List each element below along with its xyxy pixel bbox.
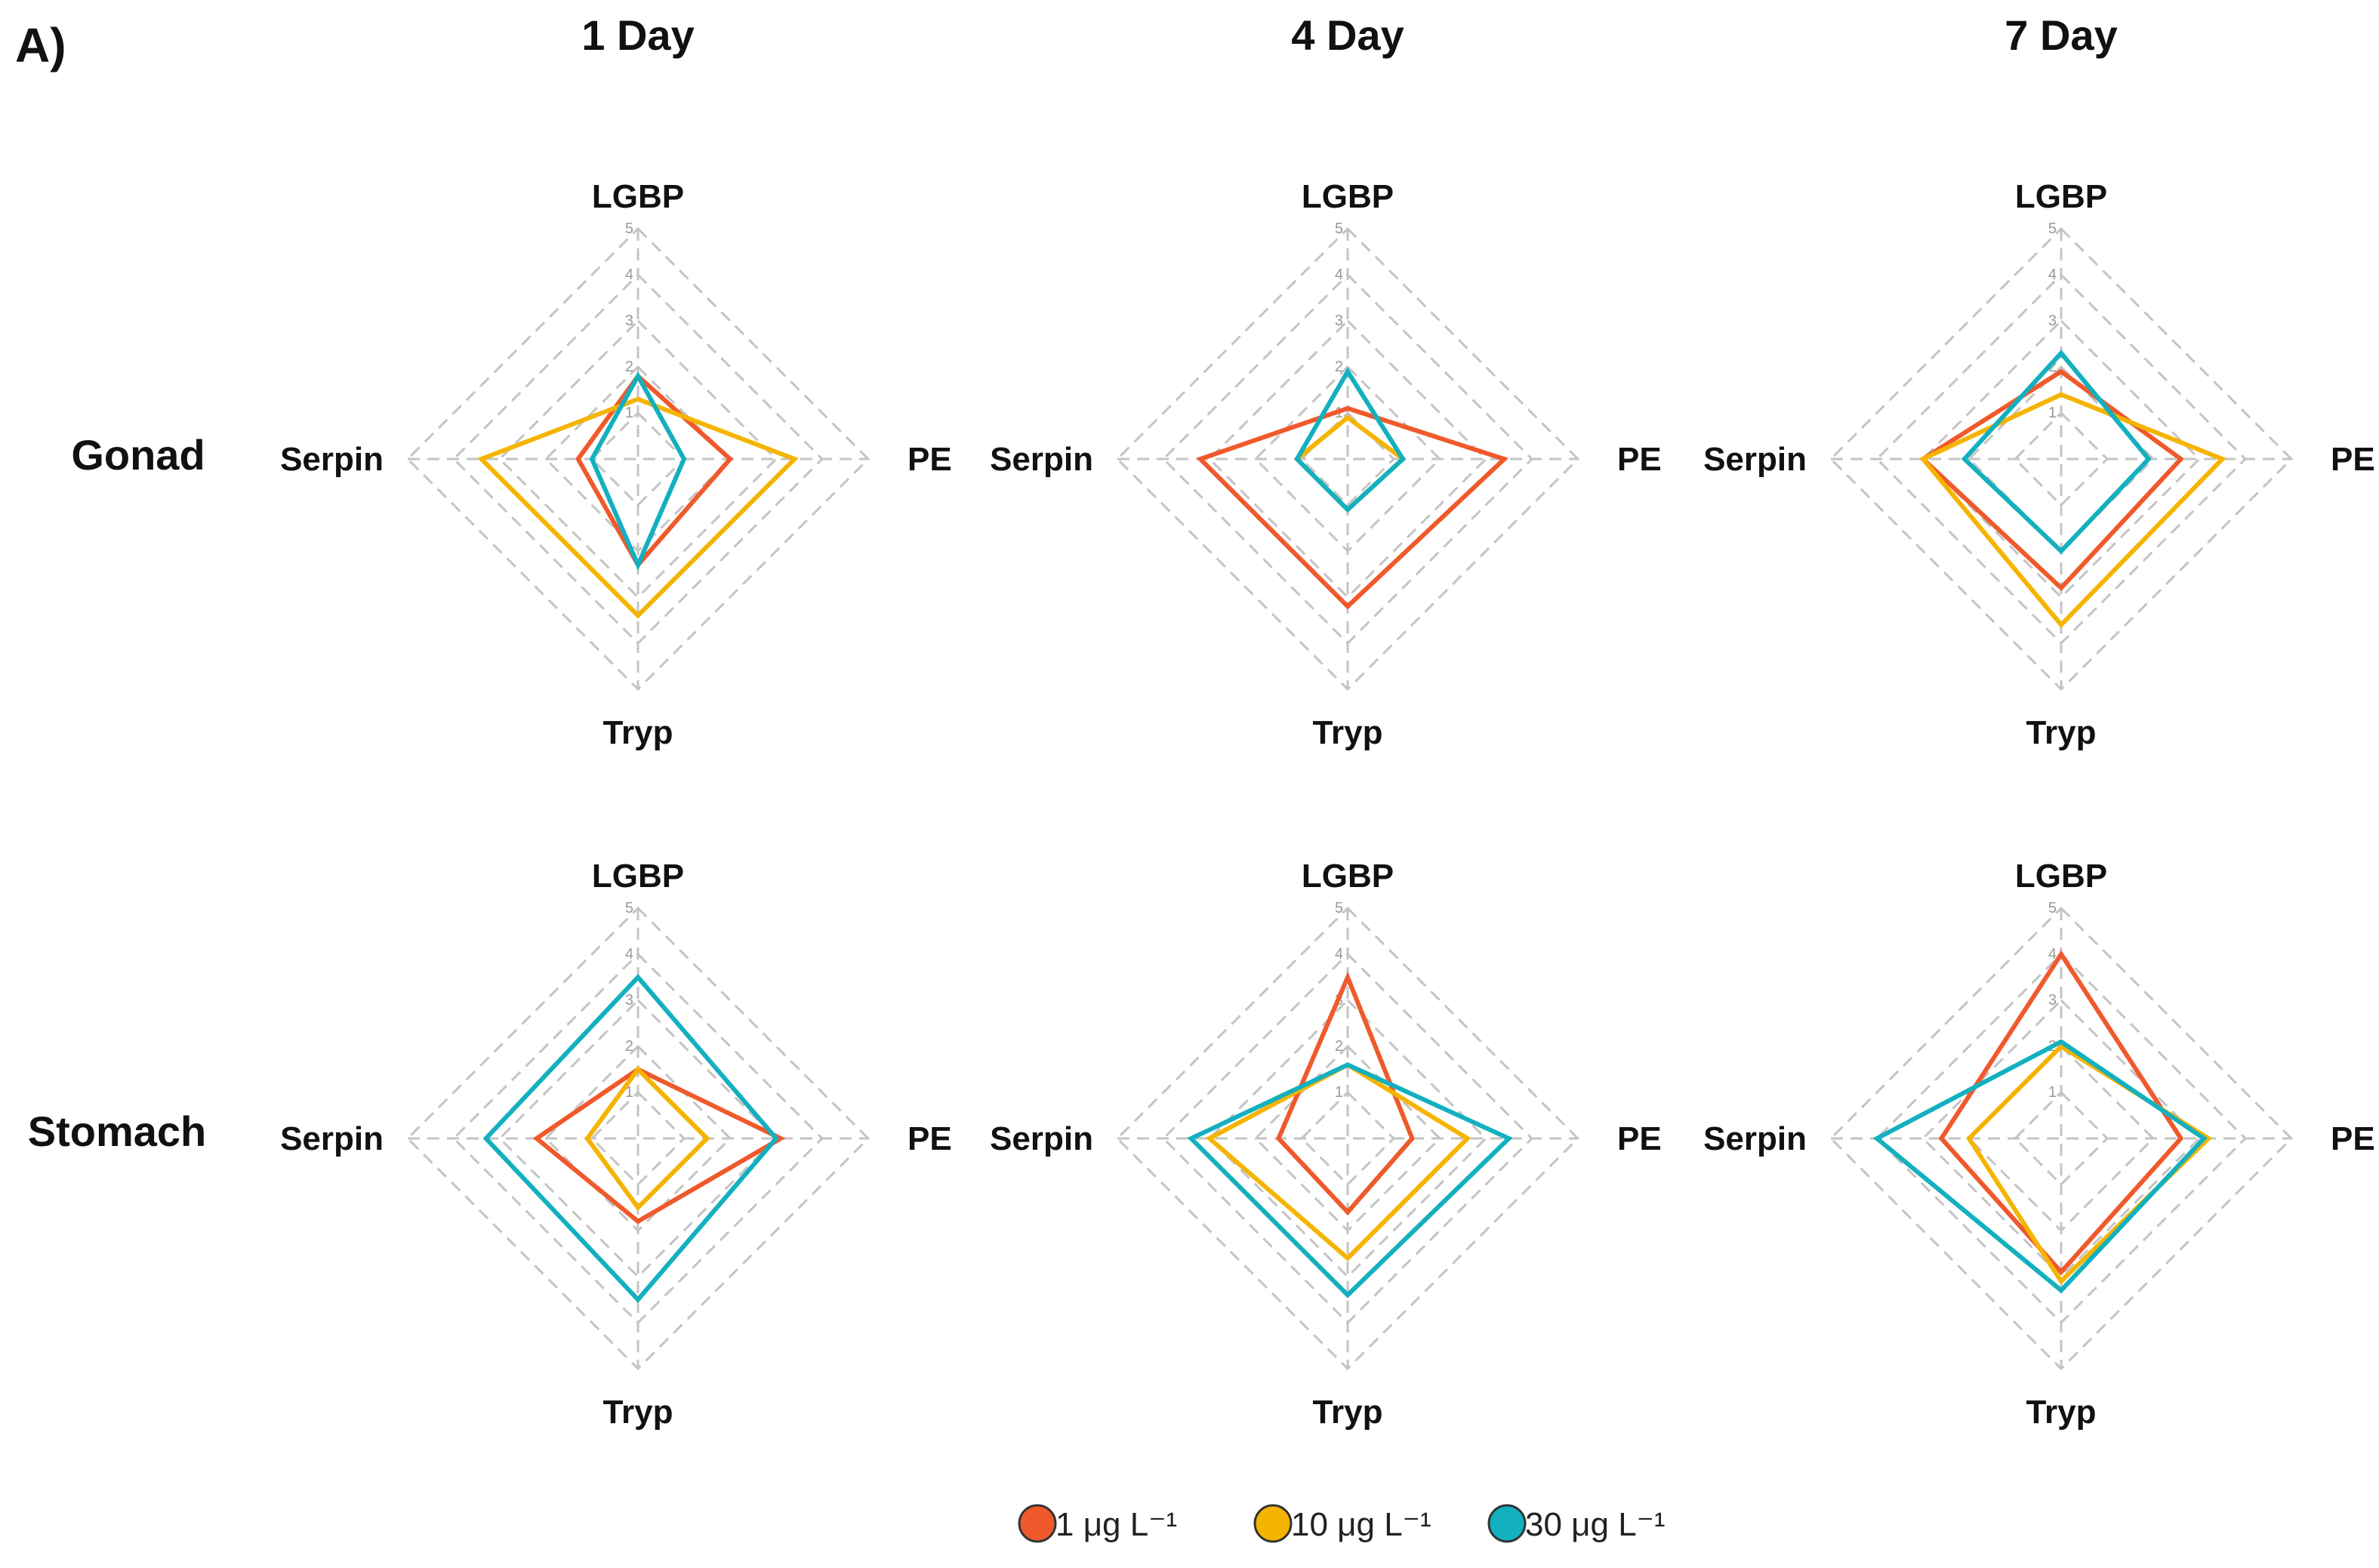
tick-label: 3: [1335, 313, 1343, 329]
series-polygon-2: [584, 1065, 710, 1212]
grid-ring-3: [1921, 319, 2202, 599]
legend-swatch-1: [1018, 1504, 1057, 1543]
axis-label-tryp: Tryp: [603, 1394, 673, 1431]
radar-panel-stomach-1: 1 2 3 4 5 LGBP PE Tryp Serpin: [280, 858, 952, 1431]
axis-label-serpin: Serpin: [280, 1120, 384, 1157]
grid-ring-1: [1299, 1090, 1396, 1187]
tick-label: 4: [625, 266, 633, 283]
grid-ring-1: [2013, 1090, 2109, 1187]
legend-swatch-2: [1253, 1504, 1293, 1543]
column-title-3: 7 Day: [2005, 11, 2117, 59]
tick-label: 4: [625, 946, 633, 963]
tick-label: 3: [625, 313, 633, 329]
legend-swatch-3: [1487, 1504, 1527, 1543]
series-polygon-3: [482, 974, 779, 1303]
panel-label: A): [15, 18, 66, 72]
axis-label-tryp: Tryp: [603, 714, 673, 751]
radar-panel-gonad-1: 1 2 3 4 5 LGBP PE Tryp Serpin: [280, 178, 952, 751]
tick-label: 4: [1335, 946, 1343, 963]
axis-label-lgbp: LGBP: [1302, 178, 1394, 215]
tick-label: 4: [1335, 266, 1343, 283]
series-polygon-3: [1187, 1062, 1513, 1298]
tick-label: 2: [625, 1038, 633, 1055]
tick-label: 1: [625, 405, 633, 421]
axis-label-pe: PE: [2331, 441, 2375, 478]
axis-label-tryp: Tryp: [1313, 714, 1383, 751]
axis-label-serpin: Serpin: [990, 1120, 1093, 1157]
tick-label: 5: [625, 220, 633, 237]
axis-label-pe: PE: [1617, 1120, 1662, 1157]
series-polygon-3: [1872, 1039, 2208, 1294]
axis-label-lgbp: LGBP: [1302, 858, 1394, 895]
grid-ring-1: [590, 1090, 686, 1187]
axis-label-tryp: Tryp: [2026, 1394, 2097, 1431]
tick-label: 3: [2048, 992, 2057, 1009]
series-polygon-2: [477, 396, 799, 619]
tick-label: 1: [1335, 1084, 1343, 1101]
grid-ring-3: [498, 319, 778, 599]
axis-label-tryp: Tryp: [1313, 1394, 1383, 1431]
grid-ring-3: [1207, 319, 1488, 599]
row-title-gonad: Gonad: [71, 431, 205, 479]
axis-label-lgbp: LGBP: [592, 858, 684, 895]
tick-label: 5: [2048, 220, 2057, 237]
series-polygon-2: [1919, 392, 2226, 629]
axis-label-lgbp: LGBP: [592, 178, 684, 215]
axis-label-tryp: Tryp: [2026, 714, 2097, 751]
axis-label-serpin: Serpin: [990, 441, 1093, 478]
axis-label-pe: PE: [2331, 1120, 2375, 1157]
grid-ring-1: [2013, 411, 2109, 507]
series-polygon-3: [589, 371, 687, 571]
column-title-2: 4 Day: [1291, 11, 1404, 59]
series-polygon-1: [532, 1067, 786, 1225]
legend-label-3: 30 μg L⁻¹: [1525, 1506, 1666, 1543]
legend: 1 μg L⁻¹ 10 μg L⁻¹ 30 μg L⁻¹: [1018, 1504, 1666, 1543]
series-polygon-2: [1205, 1061, 1471, 1261]
tick-label: 2: [2048, 359, 2057, 375]
tick-label: 4: [2048, 266, 2057, 283]
tick-label: 4: [2048, 946, 2057, 963]
tick-label: 5: [1335, 220, 1343, 237]
series-polygon-3: [1294, 367, 1407, 513]
row-title-stomach: Stomach: [28, 1107, 207, 1155]
axis-label-pe: PE: [908, 1120, 952, 1157]
radar-panel-gonad-3: 1 2 3 4 5 LGBP PE Tryp Serpin: [1703, 178, 2375, 751]
legend-label-2: 10 μg L⁻¹: [1291, 1506, 1431, 1543]
tick-label: 2: [625, 359, 633, 375]
axis-label-lgbp: LGBP: [2015, 858, 2107, 895]
tick-label: 5: [1335, 900, 1343, 916]
radar-panels: 1 2 3 4 5 LGBP PE Tryp Serpin 1 2 3 4 5 LGBP PE Tryp Serp…: [280, 178, 2375, 1431]
column-title-1: 1 Day: [581, 11, 694, 59]
tick-label: 3: [625, 992, 633, 1009]
tick-label: 3: [2048, 313, 2057, 329]
series-polygon-3: [1961, 350, 2152, 555]
tick-label: 1: [2048, 1084, 2057, 1101]
tick-label: 2: [1335, 1038, 1343, 1055]
series-polygon-1: [1196, 405, 1509, 610]
tick-label: 1: [625, 1084, 633, 1101]
axis-label-lgbp: LGBP: [2015, 178, 2107, 215]
axis-label-serpin: Serpin: [280, 441, 384, 478]
tick-label: 5: [2048, 900, 2057, 916]
axis-label-serpin: Serpin: [1703, 441, 1807, 478]
axis-label-pe: PE: [908, 441, 952, 478]
tick-label: 5: [625, 900, 633, 916]
axis-label-serpin: Serpin: [1703, 1120, 1807, 1157]
series-polygon-1: [1919, 368, 2185, 592]
legend-label-1: 1 μg L⁻¹: [1055, 1506, 1177, 1543]
series-polygon-1: [1938, 950, 2184, 1276]
axis-label-pe: PE: [1617, 441, 1662, 478]
tick-label: 2: [1335, 359, 1343, 375]
grid-ring-3: [1207, 998, 1488, 1279]
grid-ring-3: [498, 998, 778, 1279]
tick-label: 1: [2048, 405, 2057, 421]
grid-ring-1: [590, 411, 686, 507]
